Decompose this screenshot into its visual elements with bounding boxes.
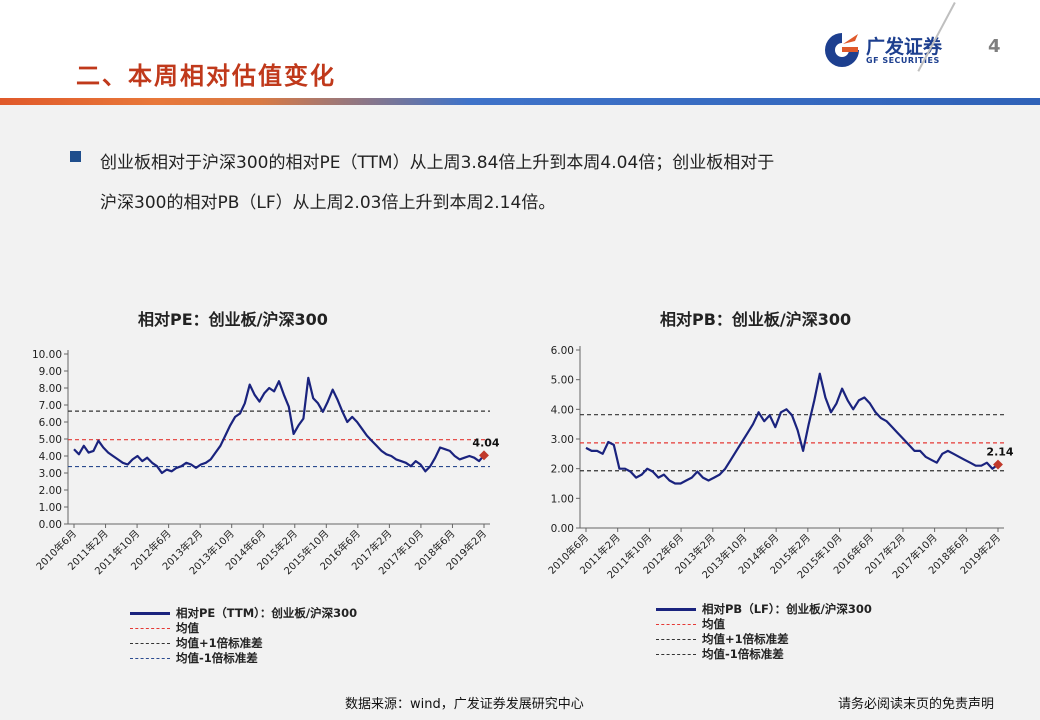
pb-series-line [585, 372, 999, 485]
pb-chart: 0.001.002.003.004.005.006.002010年6月2011年… [545, 345, 1014, 581]
section-title: 二、本周相对估值变化 [76, 62, 336, 90]
slide-body [0, 105, 1040, 720]
gf-securities-logo: 广发证券 GF SECURITIES [822, 30, 952, 70]
pb-y-tick-label: 1.00 [551, 493, 574, 505]
pb-y-tick-label: 5.00 [551, 375, 574, 387]
pb-y-tick-label: 4.00 [551, 404, 574, 416]
pb-y-tick-label: 6.00 [551, 345, 574, 357]
gf-logo-icon [825, 33, 859, 67]
bullet-marker [70, 151, 81, 162]
pe-y-tick-label: 2.00 [39, 485, 62, 497]
data-source: 数据来源：wind，广发证券发展研究中心 [345, 697, 584, 712]
page-number: 4 [988, 36, 1001, 57]
pe-y-tick-label: 8.00 [39, 383, 62, 395]
summary-line-2: 沪深300的相对PB（LF）从上周2.03倍上升到本周2.14倍。 [100, 193, 556, 213]
pe-series-line [73, 376, 485, 475]
pb-y-tick-label: 2.00 [551, 464, 574, 476]
pb-y-tick-label: 0.00 [551, 523, 574, 535]
pb-end-label: 2.14 [986, 446, 1013, 459]
pe-y-tick-label: 7.00 [39, 400, 62, 412]
logo-text-cn: 广发证券 [866, 36, 943, 58]
pe-y-tick-label: 10.00 [32, 349, 62, 361]
pe-end-label: 4.04 [472, 436, 499, 449]
summary-paragraph: 创业板相对于沪深300的相对PE（TTM）从上周3.84倍上升到本周4.04倍；… [100, 143, 980, 223]
pe-y-tick-label: 5.00 [39, 434, 62, 446]
pe-y-tick-label: 6.00 [39, 417, 62, 429]
pe-y-tick-label: 4.00 [39, 451, 62, 463]
logo-text-en: GF SECURITIES [866, 56, 940, 65]
pb-y-tick-label: 3.00 [551, 434, 574, 446]
pe-y-tick-label: 9.00 [39, 366, 62, 378]
disclaimer-link[interactable]: 请务必阅读末页的免责声明 [838, 697, 995, 712]
pe-y-tick-label: 1.00 [39, 502, 62, 514]
pb-chart-title: 相对PB：创业板/沪深300 [660, 310, 852, 329]
pe-y-tick-label: 0.00 [39, 519, 62, 531]
header-stripe [0, 98, 1040, 105]
pe-y-tick-label: 3.00 [39, 468, 62, 480]
pe-chart-title: 相对PE：创业板/沪深300 [138, 310, 328, 329]
slide-header: 二、本周相对估值变化 广发证券 GF SECURITIES 4 [0, 0, 1040, 105]
pe-chart: 0.00 1.00 2.00 3.00 4.00 5.00 6.00 7.00 8.00 9.00… [32, 349, 500, 577]
summary-line-1: 创业板相对于沪深300的相对PE（TTM）从上周3.84倍上升到本周4.04倍；… [100, 153, 775, 173]
pb-end-marker [993, 459, 1003, 470]
